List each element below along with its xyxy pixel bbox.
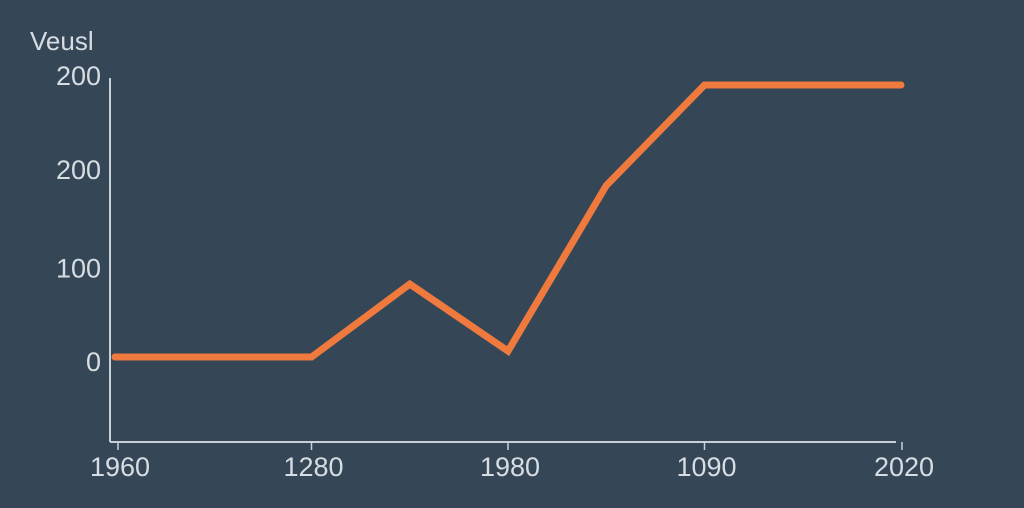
x-tick-label: 1980	[480, 452, 540, 482]
y-tick-label: 200	[56, 155, 101, 185]
series-line	[111, 81, 905, 361]
axes	[109, 78, 896, 443]
x-tick-label: 1960	[90, 452, 150, 482]
y-tick-label: 100	[56, 253, 101, 283]
series-group	[111, 81, 905, 361]
y-tick-label: 0	[86, 347, 101, 377]
x-tick-label: 2020	[874, 452, 934, 482]
y-ticks: 200 200 100 0	[56, 61, 101, 377]
y-axis-title: Veusl	[30, 26, 94, 56]
x-tick-label: 1280	[283, 452, 343, 482]
x-ticks: 1960 1280 1980 1090 2020	[90, 442, 934, 482]
y-tick-label: 200	[56, 61, 101, 91]
x-tick-label: 1090	[676, 452, 736, 482]
